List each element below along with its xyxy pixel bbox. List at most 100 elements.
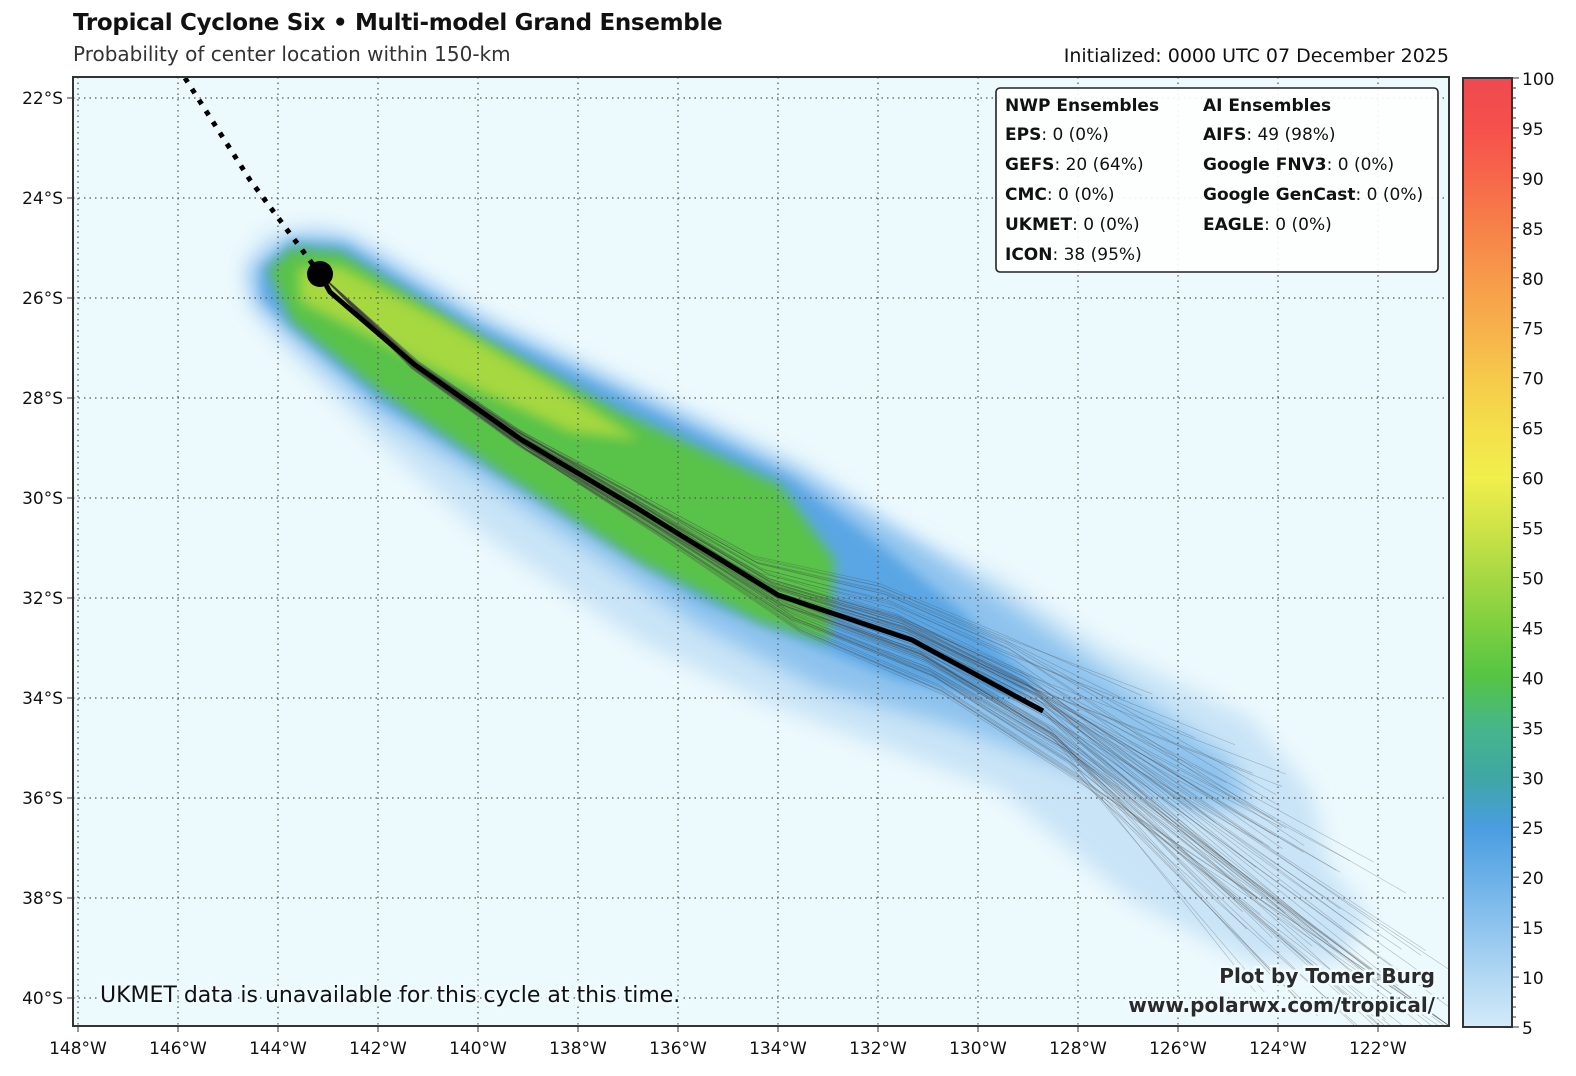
member-track [319, 273, 1449, 1026]
legend-model-name: Google FNV3 [1203, 155, 1327, 175]
colorbar-tick-label: 20 [1522, 869, 1544, 889]
legend-row-ai: EAGLE: 0 (0%) [1203, 215, 1332, 235]
legend-model-count: : 0 (0%) [1072, 215, 1140, 235]
colorbar-tick-label: 15 [1522, 919, 1544, 939]
member-track [319, 273, 1216, 823]
colorbar-tick-label: 65 [1522, 420, 1544, 440]
lon-tick-label: 124°W [1249, 1039, 1307, 1059]
colorbar-tick-label: 70 [1522, 370, 1544, 390]
member-track [319, 273, 1123, 699]
initialized-time: Initialized: 0000 UTC 07 December 2025 [1063, 45, 1449, 67]
legend-model-count: : 0 (0%) [1327, 155, 1395, 175]
colorbar-tick-label: 45 [1522, 619, 1544, 639]
legend-ai-title: AI Ensembles [1203, 96, 1331, 116]
lat-tick-label: 26°S [22, 289, 63, 309]
colorbar-tick-label: 100 [1522, 70, 1554, 90]
colorbar-ticks: 5 10 15 20 25 30 35 40 45 50 55 60 65 70 75 80 85 90 95 100 [1512, 70, 1554, 1039]
lon-tick-label: 146°W [149, 1039, 207, 1059]
member-track [319, 273, 1351, 862]
member-track [319, 273, 1449, 1026]
member-track [319, 273, 1258, 900]
legend-model-count: : 0 (0%) [1264, 215, 1332, 235]
lat-tick-label: 36°S [22, 789, 63, 809]
lat-tick-label: 40°S [22, 989, 63, 1009]
map-frame [72, 76, 1450, 1027]
colorbar-tick-label: 25 [1522, 819, 1544, 839]
lon-tick-label: 144°W [249, 1039, 307, 1059]
colorbar-tick-label: 10 [1522, 969, 1544, 989]
legend-model-name: EPS [1005, 125, 1041, 145]
legend-model-count: : 0 (0%) [1041, 125, 1109, 145]
legend-row-nwp: UKMET: 0 (0%) [1005, 215, 1140, 235]
legend-model-count: : 49 (98%) [1246, 125, 1335, 145]
legend-model-name: CMC [1005, 185, 1047, 205]
lon-tick-label: 136°W [649, 1039, 707, 1059]
lat-tick-label: 22°S [22, 89, 63, 109]
legend-row-ai: Google GenCast: 0 (0%) [1203, 185, 1423, 205]
gridlines [73, 77, 1449, 1026]
lat-tick-label: 30°S [22, 489, 63, 509]
lat-tick-label: 34°S [22, 689, 63, 709]
legend-row-nwp: EPS: 0 (0%) [1005, 125, 1109, 145]
current-position-marker [307, 261, 333, 287]
member-track [319, 273, 1341, 873]
ensemble-mean-track [317, 272, 1045, 714]
colorbar-tick-label: 85 [1522, 220, 1544, 240]
colorbar-tick-label: 55 [1522, 520, 1544, 540]
lon-tick-label: 142°W [349, 1039, 407, 1059]
legend-model-name: UKMET [1005, 215, 1073, 235]
probability-field [245, 226, 1368, 962]
member-track [319, 273, 1283, 828]
lat-tick-label: 38°S [22, 889, 63, 909]
member-track [319, 273, 1386, 1020]
colorbar-tick-label: 95 [1522, 120, 1544, 140]
lat-tick-label: 28°S [22, 389, 63, 409]
colorbar-tick-label: 90 [1522, 170, 1544, 190]
member-track [319, 273, 1256, 897]
chart-title: Tropical Cyclone Six • Multi-model Grand… [73, 10, 723, 36]
lon-tick-label: 132°W [849, 1039, 907, 1059]
member-track [319, 273, 1402, 950]
chart-subtitle: Probability of center location within 15… [73, 42, 511, 66]
lon-tick-label: 138°W [549, 1039, 607, 1059]
past-track [182, 77, 323, 276]
ukmet-note: UKMET data is unavailable for this cycle… [100, 983, 680, 1008]
lon-tick-label: 134°W [749, 1039, 807, 1059]
colorbar-tick-label: 5 [1522, 1019, 1533, 1039]
member-track [319, 273, 1283, 787]
legend-model-count: : 38 (95%) [1052, 245, 1141, 265]
ensemble-legend: NWP Ensembles AI Ensembles EPS: 0 (0%)GE… [995, 87, 1439, 273]
member-track [319, 273, 1256, 993]
lat-tick-label: 24°S [22, 189, 63, 209]
legend-nwp-title: NWP Ensembles [1005, 96, 1159, 116]
legend-model-name: Google GenCast [1203, 185, 1356, 205]
member-track [319, 273, 1362, 981]
legend-model-count: : 0 (0%) [1047, 185, 1115, 205]
lon-tick-label: 148°W [49, 1039, 107, 1059]
legend-row-ai: AIFS: 49 (98%) [1203, 125, 1336, 145]
legend-row-ai: Google FNV3: 0 (0%) [1203, 155, 1394, 175]
member-track [319, 273, 1263, 844]
colorbar-tick-label: 50 [1522, 569, 1544, 589]
credit-url: www.polarwx.com/tropical/ [1128, 993, 1435, 1017]
axis-labels: 148°W 146°W 144°W 142°W 140°W 138°W 136°W 134°W… [22, 89, 1407, 1059]
legend-model-name: EAGLE [1203, 215, 1264, 235]
lon-tick-label: 126°W [1149, 1039, 1207, 1059]
lon-tick-label: 128°W [1049, 1039, 1107, 1059]
legend-model-name: AIFS [1203, 125, 1246, 145]
legend-model-name: ICON [1005, 245, 1052, 265]
member-track [319, 273, 1253, 774]
colorbar-tick-label: 40 [1522, 669, 1544, 689]
member-track [319, 273, 1301, 926]
colorbar [1462, 77, 1513, 1028]
lon-tick-label: 130°W [949, 1039, 1007, 1059]
legend-model-count: : 0 (0%) [1356, 185, 1424, 205]
colorbar-tick-label: 75 [1522, 320, 1544, 340]
tracks [182, 77, 1045, 714]
member-track [319, 273, 1295, 998]
legend-row-nwp: ICON: 38 (95%) [1005, 245, 1142, 265]
legend-row-nwp: CMC: 0 (0%) [1005, 185, 1114, 205]
member-track [319, 273, 1316, 929]
colorbar-tick-label: 60 [1522, 470, 1544, 490]
colorbar-tick-label: 30 [1522, 769, 1544, 789]
